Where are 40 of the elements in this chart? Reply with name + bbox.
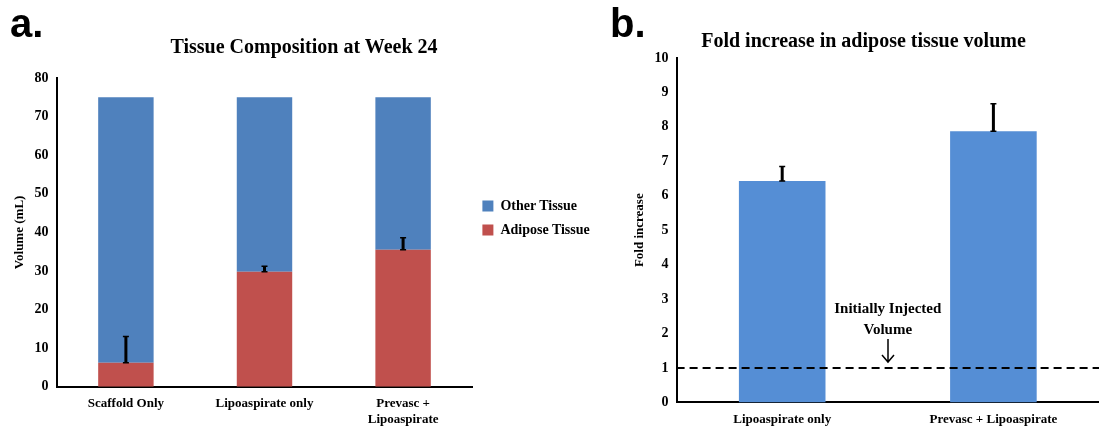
y-tick-label: 7: [661, 152, 669, 168]
chart-title: Tissue Composition at Week 24: [170, 35, 438, 59]
chart-title: Fold increase in adipose tissue volume: [701, 29, 1026, 53]
y-axis-title: Fold increase: [631, 193, 647, 268]
y-axis-title: Volume (mL): [11, 195, 27, 270]
bar: [375, 249, 431, 387]
y-tick-label: 60: [34, 146, 49, 162]
y-tick-label: 50: [34, 185, 49, 201]
y-tick-label: 0: [41, 378, 49, 394]
bar: [236, 97, 293, 272]
y-tick-label: 8: [661, 118, 669, 134]
x-tick-label: Prevasc + Lipoaspirate: [929, 410, 1058, 426]
bar: [98, 97, 154, 363]
x-tick-label: Lipoaspirate only: [215, 394, 314, 410]
legend-label: Other Tissue: [500, 197, 578, 213]
x-tick-label: Prevasc + Lipoaspirate: [367, 394, 439, 426]
legend-label: Adipose Tissue: [500, 221, 590, 237]
y-tick-label: 4: [661, 256, 669, 272]
y-tick-label: 2: [661, 325, 669, 341]
text: b.: [610, 1, 646, 46]
y-tick-label: 6: [661, 187, 669, 203]
y-tick-label: 20: [34, 301, 49, 317]
x-tick-label: Lipoaspirate only: [733, 410, 832, 426]
y-tick-label: 3: [661, 290, 669, 306]
y-tick-label: 1: [661, 359, 669, 375]
y-tick-label: 30: [34, 262, 49, 278]
y-tick-label: 5: [661, 221, 669, 237]
y-tick-label: 80: [34, 69, 49, 85]
bar: [236, 271, 293, 387]
ref-line-label: Initially Injected Volume: [834, 299, 942, 337]
bar: [98, 362, 154, 387]
y-tick-label: 0: [661, 394, 669, 410]
y-tick-label: 70: [34, 108, 49, 124]
y-tick-label: 10: [34, 339, 49, 355]
x-tick-label: Scaffold Only: [87, 394, 165, 410]
y-tick-label: 9: [661, 84, 669, 100]
bar: [375, 97, 431, 250]
text: a.: [10, 1, 44, 46]
y-tick-label: 40: [34, 224, 49, 240]
y-tick-label: 10: [654, 49, 669, 65]
